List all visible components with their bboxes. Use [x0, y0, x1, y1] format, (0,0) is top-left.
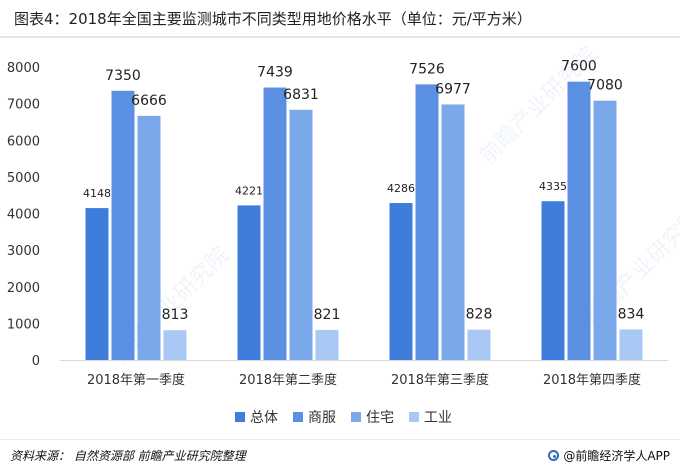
bar-total	[541, 201, 565, 360]
legend-swatch-total	[235, 412, 245, 422]
bar-residential	[289, 109, 313, 360]
legend-swatch-residential	[351, 412, 361, 422]
brand-label: @前瞻经济学人APP	[563, 448, 670, 463]
legend-label-industrial: 工业	[424, 410, 452, 426]
data-label: 6666	[131, 93, 167, 109]
x-tick-label: 2018年第二季度	[239, 372, 337, 388]
bar-commercial	[415, 84, 439, 361]
title-divider	[0, 36, 680, 38]
y-tick-label: 8000	[7, 61, 40, 76]
y-tick-label: 7000	[7, 98, 40, 113]
y-tick-label: 2000	[7, 281, 40, 296]
data-label: 7439	[257, 65, 293, 81]
data-label: 4286	[387, 182, 415, 195]
chart-area: 0 1000 2000 3000 4000 5000 6000 7000 8000 4148 735…	[0, 38, 680, 440]
data-label: 7600	[561, 59, 597, 75]
legend-swatch-industrial	[409, 412, 419, 422]
y-tick-label: 1000	[7, 317, 40, 332]
data-label: 6977	[435, 81, 471, 97]
footer-divider	[0, 439, 680, 440]
bar-total	[85, 208, 109, 360]
legend-label-total: 总体	[250, 410, 278, 426]
footer: 资料来源： 自然资源部 前瞻产业研究院整理 @前瞻经济学人APP	[10, 445, 670, 465]
legend-item-industrial: 工业	[409, 407, 452, 427]
bar-total	[237, 205, 261, 360]
x-tick-label: 2018年第一季度	[87, 372, 185, 388]
legend-item-commercial: 商服	[293, 407, 336, 427]
bar-total	[389, 203, 413, 360]
chart-title: 图表4：2018年全国主要监测城市不同类型用地价格水平（单位：元/平方米）	[14, 10, 532, 28]
bar-residential	[593, 100, 617, 360]
bar-industrial	[467, 329, 491, 360]
legend-item-residential: 住宅	[351, 407, 394, 427]
legend-label-commercial: 商服	[308, 410, 336, 426]
bar-commercial	[111, 90, 135, 361]
bar-industrial	[163, 330, 187, 360]
bar-commercial	[567, 81, 591, 361]
y-tick-label: 4000	[7, 208, 40, 223]
data-label: 834	[618, 306, 645, 322]
data-label: 4221	[235, 184, 263, 197]
y-tick-label: 6000	[7, 134, 40, 149]
brand-logo-icon	[548, 449, 560, 461]
data-label: 4335	[539, 180, 567, 193]
x-tick-label: 2018年第四季度	[543, 372, 641, 388]
data-label: 828	[466, 307, 493, 323]
legend-label-residential: 住宅	[366, 410, 394, 426]
legend-item-total: 总体	[235, 407, 278, 427]
data-label: 7350	[105, 68, 141, 84]
data-label: 813	[162, 307, 189, 323]
x-tick-label: 2018年第三季度	[391, 372, 489, 388]
legend-swatch-commercial	[293, 412, 303, 422]
data-label: 6831	[283, 87, 319, 103]
data-label: 7080	[587, 78, 623, 94]
bar-residential	[441, 104, 465, 360]
data-label: 4148	[83, 187, 111, 200]
legend: 总体 商服 住宅 工业	[235, 407, 535, 427]
bar-chart: 0 1000 2000 3000 4000 5000 6000 7000 8000 4148 735…	[7, 59, 668, 388]
brand: @前瞻经济学人APP	[548, 447, 670, 464]
bar-industrial	[619, 329, 643, 360]
bar-commercial	[263, 87, 287, 360]
y-tick-label: 3000	[7, 244, 40, 259]
y-tick-label: 5000	[7, 171, 40, 186]
data-label: 7526	[409, 61, 445, 77]
bar-industrial	[315, 329, 339, 360]
y-tick-label: 0	[32, 354, 40, 369]
source-note: 资料来源： 自然资源部 前瞻产业研究院整理	[10, 448, 246, 463]
bar-residential	[137, 115, 161, 360]
data-label: 821	[314, 307, 341, 323]
